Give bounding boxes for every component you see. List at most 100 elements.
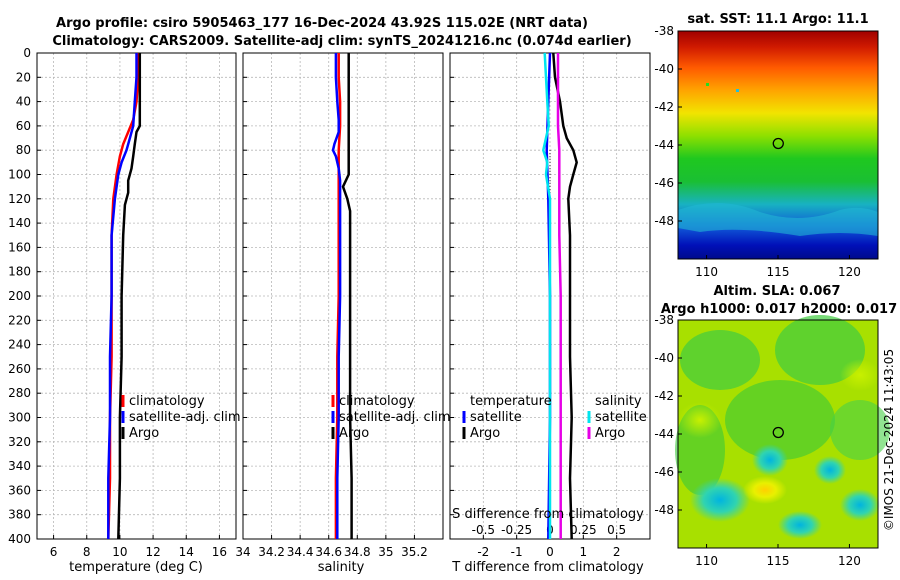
x-tick-label: -1 — [511, 545, 523, 559]
y-tick-label: 220 — [8, 313, 31, 327]
sst-pixel — [706, 83, 709, 86]
top-tick-label: 0.25 — [570, 523, 597, 537]
series-line-argo — [341, 53, 353, 539]
y-tick-label: 180 — [8, 265, 31, 279]
sst-pixel — [736, 89, 739, 92]
y-tick-label: 120 — [8, 192, 31, 206]
top-tick-label: -0.25 — [501, 523, 532, 537]
sst-map-title: sat. SST: 11.1 Argo: 11.1 — [687, 12, 868, 27]
x-tick-label: 35 — [378, 545, 393, 559]
salinity-legend: climatology satellite-adj. clim Argo — [331, 394, 451, 441]
x-tick-label: -2 — [477, 545, 489, 559]
x-tick-label: 34.6 — [315, 545, 342, 559]
map-x-tick-label: 120 — [838, 265, 861, 279]
map-x-tick-label: 115 — [767, 265, 790, 279]
sla-blue-patch — [752, 444, 788, 476]
series-line-t-argo — [552, 52, 578, 540]
salinity-panel: 34 34.2 34.4 34.6 34.8 35 35.2 — [235, 52, 444, 559]
x-tick-label: 2 — [613, 545, 621, 559]
y-tick-label: 320 — [8, 435, 31, 449]
x-tick-label: 1 — [580, 545, 588, 559]
x-tick-label: 35.2 — [401, 545, 428, 559]
x-tick-label: 0 — [546, 545, 554, 559]
sla-blue-patch — [814, 456, 846, 484]
difference-xlabel: T difference from climatology — [451, 560, 644, 575]
x-tick-label: 34.8 — [344, 545, 371, 559]
temperature-legend: climatology satellite-adj. clim Argo — [121, 394, 241, 441]
map-x-tick-label: 110 — [695, 265, 718, 279]
legend-label-satellite: satellite-adj. clim — [339, 410, 451, 425]
map-x-tick-label: 115 — [767, 554, 790, 568]
sla-map-title-line2: Argo h1000: 0.017 h2000: 0.017 — [661, 302, 897, 317]
map-y-tick-label: -42 — [654, 100, 674, 114]
legend-label-argo: Argo — [129, 426, 159, 441]
x-tick-label: 14 — [179, 545, 194, 559]
series-line-s-argo — [556, 53, 562, 539]
y-tick-label: 300 — [8, 411, 31, 425]
legend-label-satellite: satellite-adj. clim — [129, 410, 241, 425]
series-line-s-satellite — [542, 52, 552, 539]
series-line-climatology — [334, 53, 342, 539]
timestamp: ©IMOS 21-Dec-2024 11:43:05 — [882, 349, 896, 531]
legend-label-t-argo: Argo — [470, 426, 500, 441]
map-y-tick-label: -44 — [654, 138, 674, 152]
sla-high-patch — [678, 402, 722, 438]
map-y-tick-label: -48 — [654, 503, 674, 517]
y-tick-label: 160 — [8, 240, 31, 254]
x-tick-label: 34.4 — [287, 545, 314, 559]
legend-label-climatology: climatology — [129, 394, 205, 409]
sla-blue-patch — [778, 511, 822, 539]
y-tick-label: 140 — [8, 216, 31, 230]
figure-title-line2: Climatology: CARS2009. Satellite-adj cli… — [52, 34, 631, 49]
map-y-tick-label: -48 — [654, 214, 674, 228]
temperature-panel: 0 20 40 60 80 100 120 140 160 180 200 220 240 260 280 3… — [8, 46, 237, 559]
series-line-satellite-adj-clim — [331, 53, 342, 539]
x-tick-label: 10 — [112, 545, 127, 559]
x-tick-label: 12 — [145, 545, 160, 559]
legend-label-t-satellite: satellite — [470, 410, 522, 425]
y-tick-label: 0 — [23, 46, 31, 60]
y-tick-label: 280 — [8, 386, 31, 400]
sla-high-patch — [840, 359, 880, 391]
series-line-satellite-adj-clim — [107, 53, 138, 539]
top-tick-label: -0.5 — [472, 523, 495, 537]
y-tick-label: 60 — [16, 119, 31, 133]
map-x-tick-label: 110 — [695, 554, 718, 568]
salinity-xlabel: salinity — [318, 560, 365, 575]
argo-position-marker — [772, 426, 784, 439]
legend-label-argo: Argo — [339, 426, 369, 441]
y-tick-label: 360 — [8, 483, 31, 497]
difference-top-xlabel: S difference from climatology — [452, 507, 644, 522]
difference-legend: temperature satellite Argo salinity sate… — [462, 394, 647, 441]
argo-position-marker — [772, 137, 784, 150]
legend-title-salinity: salinity — [595, 394, 642, 409]
map-y-tick-label: -46 — [654, 176, 674, 190]
figure-title-line1: Argo profile: csiro 5905463_177 16-Dec-2… — [56, 16, 588, 31]
y-tick-label: 200 — [8, 289, 31, 303]
x-tick-label: 34.2 — [258, 545, 285, 559]
temperature-xlabel: temperature (deg C) — [69, 560, 203, 575]
legend-label-s-argo: Argo — [595, 426, 625, 441]
y-tick-label: 100 — [8, 168, 31, 182]
sla-low-patch — [725, 380, 835, 460]
x-tick-label: 6 — [50, 545, 58, 559]
sla-low-patch — [830, 400, 890, 460]
map-y-tick-label: -46 — [654, 465, 674, 479]
legend-label-s-satellite: satellite — [595, 410, 647, 425]
y-tick-label: 400 — [8, 532, 31, 546]
y-tick-label: 80 — [16, 143, 31, 157]
sst-map: -38 -40 -42 -44 -46 -48 110 115 120 — [654, 24, 879, 279]
map-y-tick-label: -44 — [654, 427, 674, 441]
sla-low-patch — [680, 330, 760, 390]
series-line-argo — [117, 53, 142, 540]
y-tick-label: 340 — [8, 459, 31, 473]
top-tick-label: 0.5 — [607, 523, 626, 537]
y-tick-label: 40 — [16, 95, 31, 109]
sla-blue-patch — [690, 478, 750, 522]
sla-blue-patch — [840, 489, 880, 521]
legend-label-climatology: climatology — [339, 394, 415, 409]
y-tick-label: 20 — [16, 70, 31, 84]
x-tick-label: 16 — [212, 545, 227, 559]
y-tick-label: 240 — [8, 338, 31, 352]
